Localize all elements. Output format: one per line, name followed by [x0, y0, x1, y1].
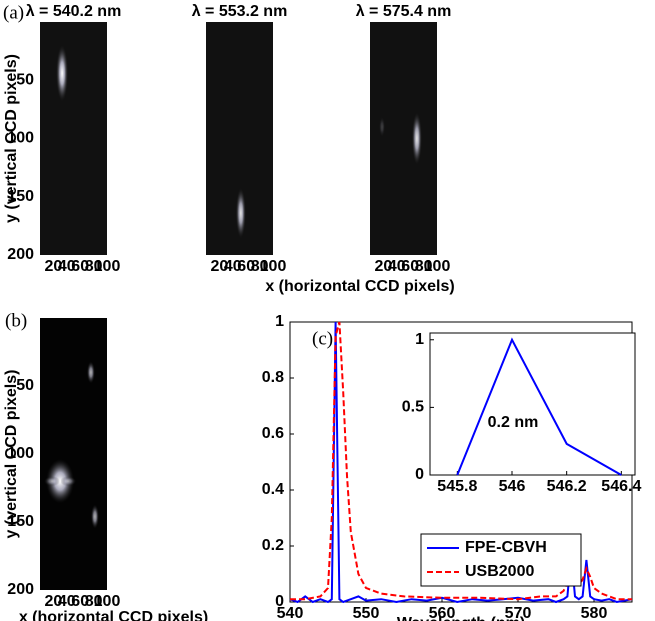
- x-tick-label: 60: [71, 593, 89, 610]
- panel-title: λ = 540.2 nm: [26, 3, 122, 20]
- x-tick-label: 80: [251, 258, 269, 275]
- ccd-image: [370, 22, 437, 255]
- y-tick-label: 200: [7, 246, 34, 263]
- line-series: [456, 337, 622, 476]
- y-tick-label: 0.8: [262, 369, 284, 386]
- y-tick-label: 0.6: [262, 425, 284, 442]
- x-tick-label: 570: [505, 605, 532, 621]
- x-tick-label: 40: [224, 258, 242, 275]
- spot: [86, 361, 95, 384]
- x-tick-label: 20: [45, 593, 63, 610]
- ccd-image: [40, 318, 107, 590]
- y-tick-label: 0.5: [402, 399, 424, 416]
- x-tick-label: 100: [94, 593, 121, 610]
- x-tick-label: 546.4: [601, 478, 641, 495]
- x-tick-label: 60: [237, 258, 255, 275]
- legend-box: [420, 533, 582, 587]
- y-tick-label: 50: [16, 377, 34, 394]
- x-tick-label: 100: [260, 258, 287, 275]
- x-tick-label: 20: [45, 258, 63, 275]
- y-tick-label: 1: [275, 313, 284, 330]
- x-tick-label: 60: [71, 258, 89, 275]
- x-tick-label: 40: [58, 593, 76, 610]
- spot: [235, 188, 246, 239]
- x-tick-label: 100: [94, 258, 121, 275]
- x-tick-label: 550: [353, 605, 380, 621]
- x-axis-label: x (horizontal CCD pixels): [265, 278, 454, 295]
- x-tick-label: 20: [211, 258, 229, 275]
- plot-area: [429, 332, 636, 476]
- ccd-image: [40, 22, 107, 255]
- y-axis-label: y (vertical CCD pixels): [3, 54, 20, 223]
- panel-label: (b): [5, 310, 27, 331]
- x-tick-label: 80: [415, 258, 433, 275]
- x-tick-label: 20: [375, 258, 393, 275]
- spot: [411, 112, 422, 165]
- line-series: [290, 321, 632, 601]
- spot: [46, 459, 75, 504]
- annotation: 0.2 nm: [488, 414, 539, 431]
- line-series: [289, 321, 633, 604]
- y-tick-label: 150: [7, 188, 34, 205]
- panel-title: λ = 575.4 nm: [356, 3, 452, 20]
- y-tick-label: 50: [16, 71, 34, 88]
- y-tick-label: 100: [7, 445, 34, 462]
- panel-label: (a): [3, 2, 24, 23]
- panel-label: (c): [312, 328, 333, 349]
- x-tick-label: 560: [429, 605, 456, 621]
- x-tick-label: 80: [85, 593, 103, 610]
- x-axis-label: Wavelength (nm): [397, 615, 525, 621]
- y-tick-label: 0: [415, 466, 424, 483]
- x-tick-label: 100: [424, 258, 451, 275]
- y-tick-label: 100: [7, 130, 34, 147]
- x-axis-label: x (horizontal CCD pixels): [19, 609, 208, 621]
- x-tick-label: 40: [388, 258, 406, 275]
- y-tick-label: 0: [275, 593, 284, 610]
- y-tick-label: 0.2: [262, 537, 284, 554]
- y-axis-label: y (vertical CCD pixels): [3, 370, 20, 539]
- spot: [56, 45, 69, 102]
- panel-title: λ = 553.2 nm: [192, 3, 288, 20]
- x-tick-label: 545.8: [437, 478, 477, 495]
- x-tick-label: 80: [85, 258, 103, 275]
- x-tick-label: 40: [58, 258, 76, 275]
- x-tick-label: 540: [277, 605, 304, 621]
- y-tick-label: 1: [415, 331, 424, 348]
- spot: [379, 116, 386, 137]
- x-tick-label: 60: [401, 258, 419, 275]
- spot: [60, 476, 77, 487]
- y-tick-label: 0.4: [262, 481, 284, 498]
- x-tick-label: 580: [581, 605, 608, 621]
- legend-label: USB2000: [465, 563, 534, 580]
- spot: [44, 476, 61, 487]
- legend-label: FPE-CBVH: [465, 539, 547, 556]
- y-tick-label: 150: [7, 513, 34, 530]
- spot: [90, 504, 99, 529]
- x-tick-label: 546.2: [547, 478, 587, 495]
- x-tick-label: 546: [499, 478, 526, 495]
- y-tick-label: 200: [7, 581, 34, 598]
